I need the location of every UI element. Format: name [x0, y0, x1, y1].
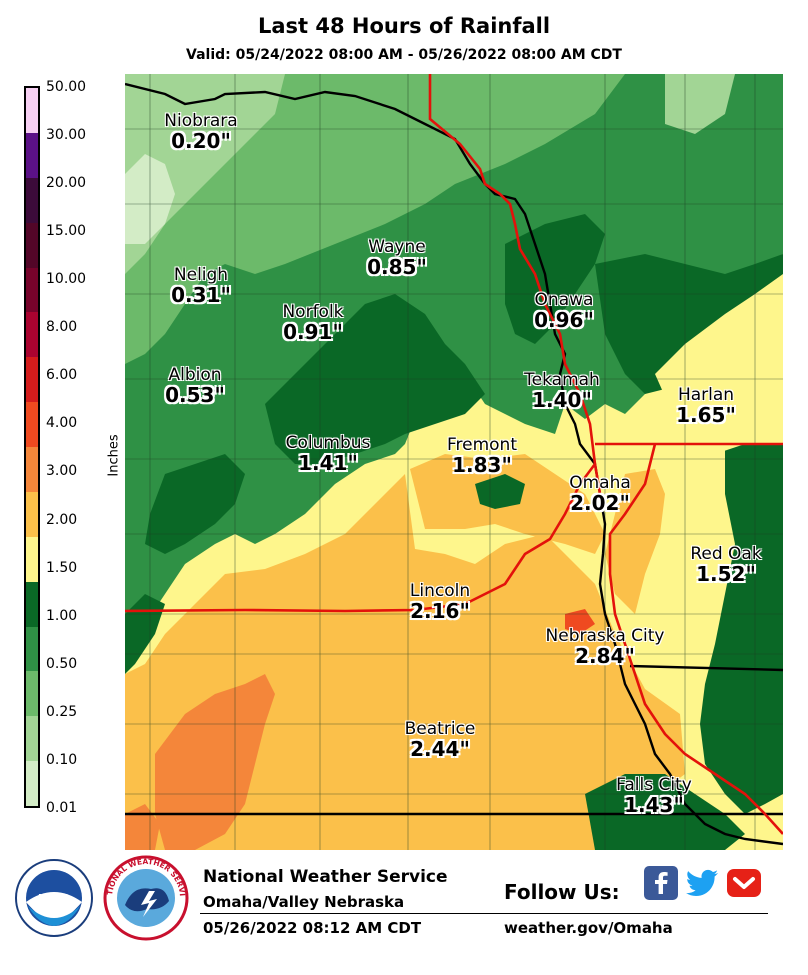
legend-label: 4.00 [46, 415, 78, 431]
map-title: Last 48 Hours of Rainfall [257, 14, 551, 38]
city-name: Niobrara [164, 111, 238, 131]
legend-swatch [26, 761, 38, 806]
city-rainfall-value: 1.41" [298, 450, 358, 475]
nws-seal[interactable]: NATIONAL WEATHER SERVICE [103, 855, 189, 941]
legend-swatch [26, 581, 38, 627]
city-rainfall-value: 1.83" [452, 452, 512, 477]
city-label-beatrice: Beatrice 2.44" [404, 719, 476, 761]
legend-swatch [26, 716, 38, 762]
legend-swatch [26, 357, 38, 403]
city-name: Red Oak [690, 544, 762, 564]
city-name: Harlan [677, 385, 735, 405]
noaa-logo-text: NOAA [38, 893, 70, 904]
city-label-albion: Albion 0.53" [165, 365, 225, 407]
youtube-icon[interactable] [726, 866, 761, 900]
footer-divider [200, 913, 768, 914]
city-name: Lincoln [409, 581, 471, 601]
city-label-wayne: Wayne 0.85" [367, 237, 427, 279]
city-label-fremont: Fremont 1.83" [446, 435, 518, 477]
legend-label: 30.00 [46, 127, 87, 143]
legend-swatch [26, 312, 38, 358]
valid-period: Valid: 05/24/2022 08:00 AM - 05/26/2022 … [186, 47, 622, 63]
city-name: Columbus [285, 433, 371, 453]
city-name: Omaha [569, 473, 631, 493]
legend-unit-label: Inches [106, 434, 122, 477]
legend-color-bar [24, 86, 40, 808]
city-name: Neligh [173, 265, 229, 285]
city-label-onawa: Onawa 0.96" [534, 290, 594, 332]
legend-swatch [26, 447, 38, 492]
legend-label: 0.01 [46, 800, 78, 816]
city-name: Falls City [616, 775, 692, 795]
city-rainfall-value: 2.84" [575, 643, 635, 668]
legend-swatch [26, 132, 38, 178]
city-rainfall-value: 0.91" [283, 319, 343, 344]
city-rainfall-value: 0.31" [171, 282, 231, 307]
rainfall-map-graphic [125, 74, 783, 850]
city-rainfall-value: 0.53" [165, 382, 225, 407]
footer-office: Omaha/Valley Nebraska [203, 893, 405, 911]
legend-swatch [26, 177, 38, 223]
city-name: Beatrice [404, 719, 476, 739]
city-name: Nebraska City [545, 626, 665, 646]
legend-label: 20.00 [46, 175, 87, 191]
legend-swatch [26, 536, 38, 582]
city-label-tekamah: Tekamah 1.40" [524, 370, 600, 412]
legend-label: 50.00 [46, 79, 87, 95]
city-rainfall-value: 1.40" [532, 387, 592, 412]
city-label-lincoln: Lincoln 2.16" [409, 581, 471, 623]
legend-swatch [26, 402, 38, 447]
city-label-harlan: Harlan 1.65" [676, 385, 736, 427]
city-label-red-oak: Red Oak 1.52" [690, 544, 762, 586]
legend-label: 1.00 [46, 608, 78, 624]
city-rainfall-value: 2.44" [410, 736, 470, 761]
legend-label: 1.50 [46, 560, 78, 576]
legend-label: 15.00 [46, 223, 87, 239]
city-label-norfolk: Norfolk 0.91" [282, 302, 344, 344]
footer-organization: National Weather Service [203, 867, 448, 887]
city-rainfall-value: 0.20" [171, 128, 231, 153]
city-label-falls-city: Falls City 1.43" [616, 775, 692, 817]
city-name: Norfolk [282, 302, 344, 322]
noaa-logo[interactable]: NOAA [14, 858, 94, 938]
city-rainfall-value: 1.52" [696, 561, 756, 586]
footer-timestamp: 05/26/2022 08:12 AM CDT [203, 919, 422, 937]
legend-label: 0.25 [46, 704, 78, 720]
city-rainfall-value: 1.43" [624, 792, 684, 817]
legend-swatch [26, 626, 38, 672]
city-rainfall-value: 0.85" [367, 254, 427, 279]
rainfall-map[interactable]: Niobrara 0.20" Neligh 0.31" Wayne 0.85" … [125, 74, 783, 850]
legend-label: 6.00 [46, 367, 78, 383]
city-rainfall-value: 2.16" [410, 598, 470, 623]
legend-swatch [26, 222, 38, 268]
legend-swatch [26, 671, 38, 717]
city-label-columbus: Columbus 1.41" [285, 433, 371, 475]
legend-label: 8.00 [46, 319, 78, 335]
facebook-icon[interactable] [644, 866, 678, 900]
legend-swatch [26, 88, 38, 133]
city-name: Tekamah [524, 370, 600, 390]
legend-label: 3.00 [46, 463, 78, 479]
city-label-nebraska-city: Nebraska City 2.84" [545, 626, 665, 668]
city-name: Onawa [534, 290, 594, 310]
legend-label: 2.00 [46, 512, 78, 528]
city-rainfall-value: 2.02" [570, 490, 630, 515]
legend-label: 10.00 [46, 271, 87, 287]
legend-swatch [26, 267, 38, 313]
website-link[interactable]: weather.gov/Omaha [504, 919, 673, 937]
legend-swatch [26, 491, 38, 537]
twitter-icon[interactable] [684, 866, 718, 900]
city-name: Wayne [368, 237, 426, 257]
city-label-omaha: Omaha 2.02" [569, 473, 631, 515]
follow-us-label: Follow Us: [504, 880, 620, 904]
legend-label: 0.10 [46, 752, 78, 768]
city-name: Albion [168, 365, 222, 385]
legend-label: 0.50 [46, 656, 78, 672]
city-rainfall-value: 1.65" [676, 402, 736, 427]
city-rainfall-value: 0.96" [534, 307, 594, 332]
city-name: Fremont [446, 435, 518, 455]
city-label-neligh: Neligh 0.31" [171, 265, 231, 307]
city-label-niobrara: Niobrara 0.20" [164, 111, 238, 153]
